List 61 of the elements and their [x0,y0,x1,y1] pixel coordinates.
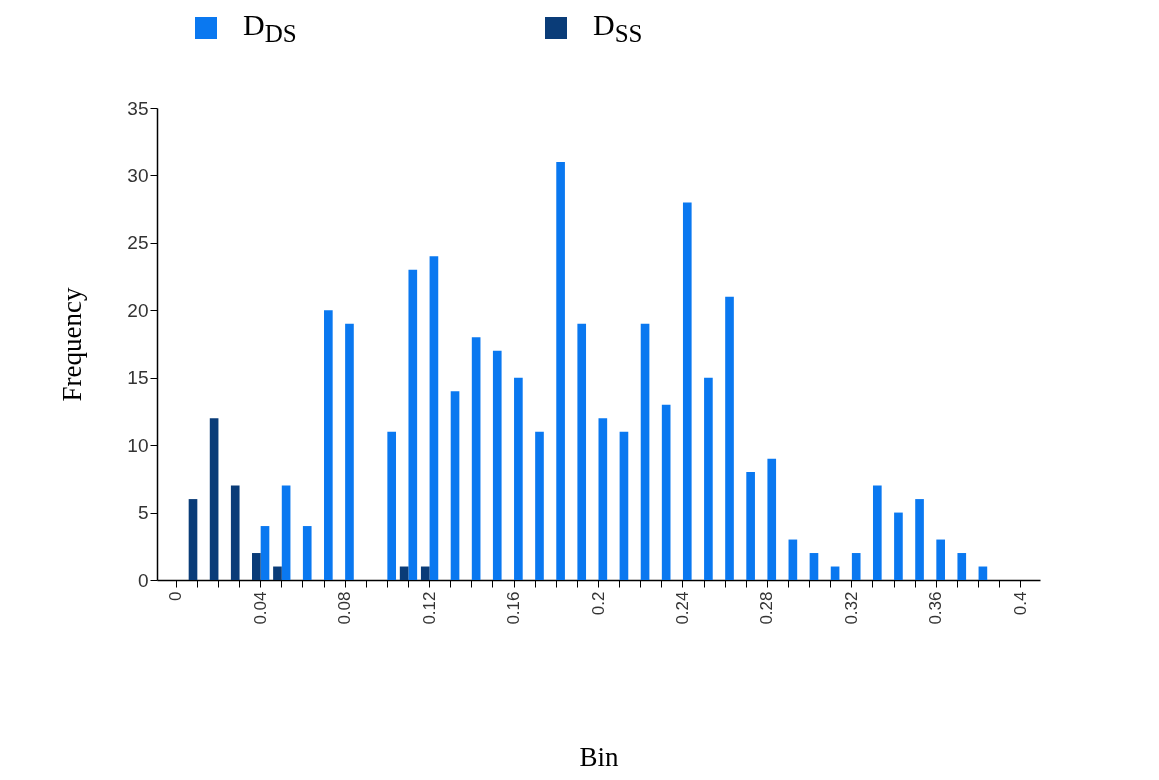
bar [725,296,734,580]
bar [598,418,608,580]
bar [450,391,460,580]
x-tick-label: 0.24 [672,591,692,625]
bar [809,553,819,580]
bar [302,526,312,580]
bar [682,202,692,580]
x-tick-label: 0.08 [335,591,355,625]
bar [957,553,967,580]
bar [704,377,713,580]
bar [894,512,903,580]
bar [492,350,502,580]
bar [661,404,671,580]
bar [872,485,882,580]
y-tick-label: 20 [127,299,149,321]
legend-label: D$_{DS}$ [243,8,297,48]
bar [535,431,544,580]
bar [788,539,798,580]
x-tick-label: 0.4 [1010,591,1030,616]
bar [915,499,924,580]
bar [851,553,861,580]
y-tick-label: 5 [137,502,149,524]
x-tick-label: 0 [166,591,186,601]
x-tick-label: 0.16 [504,591,524,625]
y-tick-label: 10 [127,434,149,456]
y-tick-label: 25 [127,232,149,254]
bar [420,566,430,580]
bar [273,566,282,580]
bar [188,499,198,580]
bar [252,553,261,580]
bar [746,472,755,580]
bar [387,431,397,580]
bar [577,323,587,580]
bar [260,526,270,580]
y-tick-label: 35 [127,97,149,119]
bar [209,418,219,580]
x-tick-label: 0.2 [588,591,608,616]
bar [936,539,945,580]
bar [230,485,240,580]
bar [767,458,777,580]
y-tick-label: 0 [137,569,149,591]
bar [429,256,439,580]
x-tick-label: 0.28 [757,591,777,625]
bar [408,269,418,580]
x-tick-label: 0.12 [419,591,439,625]
x-tick-label: 0.04 [250,591,270,625]
legend-label: D$_{SS}$ [593,8,643,48]
bar [619,431,629,580]
x-axis-title: Bin [579,741,619,772]
bar [556,161,565,580]
bar [345,323,354,580]
bar [281,485,291,580]
y-axis-title: Frequency [57,287,88,402]
x-tick-label: 0.36 [926,591,946,625]
y-tick-label: 15 [127,367,149,389]
y-tick-label: 30 [127,164,149,186]
bar [471,337,481,580]
x-tick-label: 0.32 [841,591,861,625]
bar [514,377,523,580]
bar [324,310,333,580]
bar [640,323,650,580]
